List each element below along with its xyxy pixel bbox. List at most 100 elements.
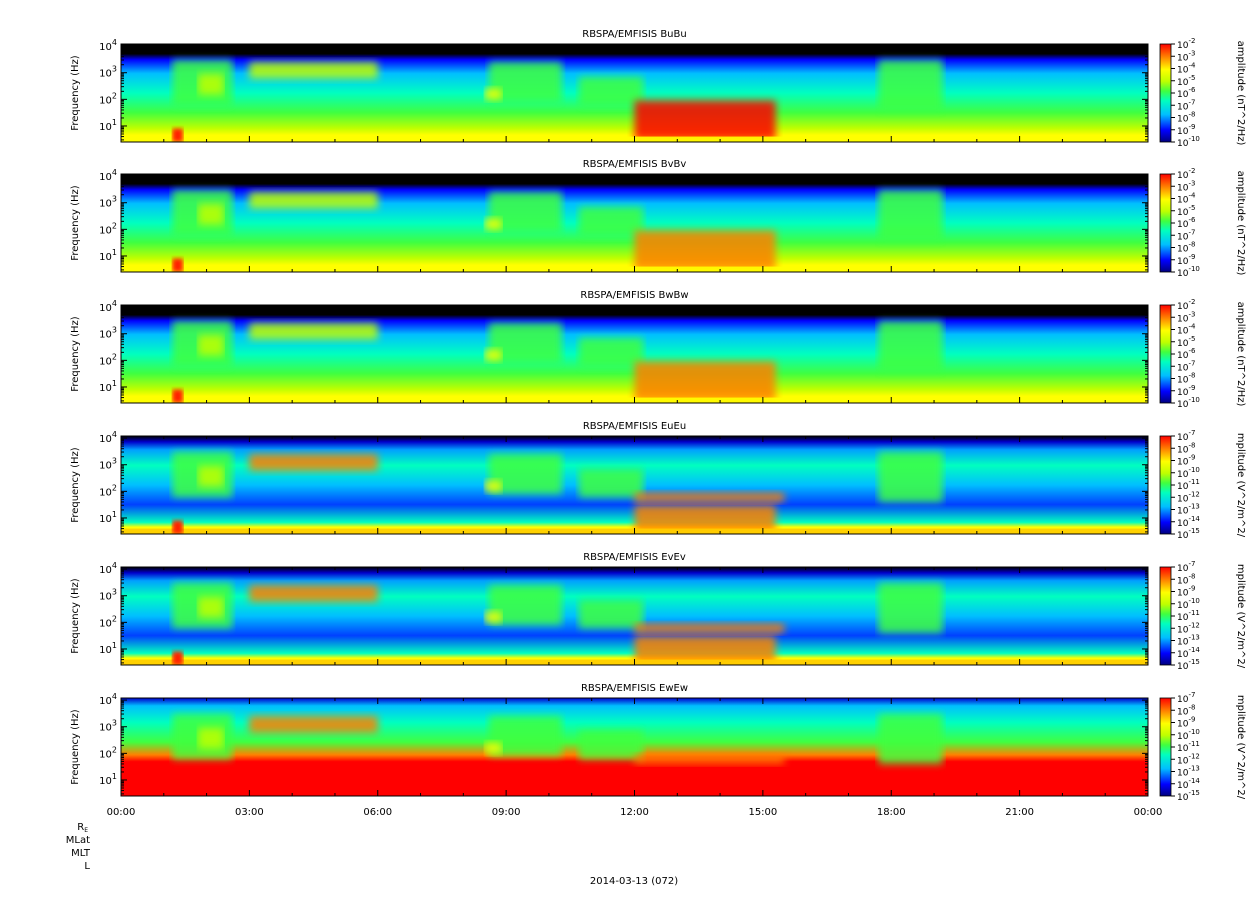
colorbar-scale — [1159, 697, 1172, 797]
colorbar-tick-label: 10-8 — [1177, 111, 1195, 125]
x-tick-label: 09:00 — [492, 807, 521, 818]
colorbar-tick-label: 10-4 — [1177, 192, 1196, 206]
y-tick-label: 103 — [99, 719, 117, 734]
y-tick-label: 104 — [99, 692, 117, 707]
y-axis-label: Frequency (Hz) — [70, 55, 81, 131]
colorbar-tick-label: 10-15 — [1177, 527, 1200, 541]
y-axis-label: Frequency (Hz) — [70, 709, 81, 785]
colorbar-tick-label: 10-9 — [1177, 253, 1195, 267]
x-tick-label: 15:00 — [748, 807, 777, 818]
time-axis: 00:00 03:00 06:00 09:00 12:00 15:00 18:00 21:00… — [107, 807, 1163, 818]
y-tick-label: 101 — [99, 248, 117, 263]
colorbar-tick-label: 10-7 — [1177, 228, 1195, 242]
x-tick-label: 03:00 — [235, 807, 264, 818]
y-tick-label: 101 — [99, 772, 117, 787]
colorbar-tick-label: 10-14 — [1177, 515, 1200, 529]
panel-title: RBSPA/EMFISIS BvBv — [583, 159, 687, 170]
colorbar-tick-label: 10-11 — [1177, 478, 1200, 492]
colorbar-tick-label: 10-8 — [1177, 241, 1195, 255]
panel-1: RBSPA/EMFISIS BuBu Frequency (Hz) 101 102 10… — [70, 29, 1246, 149]
date-label: 2014-03-13 (072) — [590, 876, 678, 887]
colorbar-tick-label: 10-2 — [1177, 167, 1195, 181]
panel-3: RBSPA/EMFISIS BwBw Frequency (Hz) 101 102 10… — [70, 290, 1246, 410]
spectrogram-image — [121, 174, 1148, 272]
colorbar-tick-label: 10-5 — [1177, 74, 1195, 88]
colorbar-scale — [1159, 304, 1172, 404]
colorbar-tick-label: 10-13 — [1177, 503, 1200, 517]
colorbar-tick-label: 10-9 — [1177, 585, 1195, 599]
colorbar-label: amplitude (nT^2/Hz) — [1235, 171, 1246, 276]
y-axis-label: Frequency (Hz) — [70, 185, 81, 261]
colorbar-tick-label: 10-4 — [1177, 62, 1196, 76]
colorbar-tick-label: 10-9 — [1177, 454, 1195, 468]
spectrogram-image — [121, 44, 1148, 142]
colorbar-tick-label: 10-14 — [1177, 646, 1200, 660]
panel-2: RBSPA/EMFISIS BvBv Frequency (Hz) 101 102 10… — [70, 159, 1246, 279]
colorbar-tick-label: 10-9 — [1177, 384, 1195, 398]
spectrogram-image — [121, 567, 1148, 665]
ephemeris-label-l: L — [84, 861, 90, 872]
colorbar-tick-label: 10-13 — [1177, 765, 1200, 779]
y-axis-label: Frequency (Hz) — [70, 316, 81, 392]
colorbar-tick-label: 10-10 — [1177, 396, 1200, 410]
colorbar: 10-210-310-410-510-610-710-810-910-10 amp… — [1159, 37, 1246, 149]
colorbar-tick-label: 10-15 — [1177, 658, 1200, 672]
y-tick-label: 102 — [99, 614, 117, 629]
colorbar-tick-label: 10-3 — [1177, 179, 1195, 193]
y-tick-label: 101 — [99, 510, 117, 525]
y-axis-label: Frequency (Hz) — [70, 447, 81, 523]
colorbar-tick-label: 10-5 — [1177, 335, 1195, 349]
colorbar-tick-label: 10-2 — [1177, 298, 1195, 312]
colorbar-tick-label: 10-9 — [1177, 123, 1195, 137]
colorbar-tick-label: 10-13 — [1177, 634, 1200, 648]
panel-6: RBSPA/EMFISIS EwEw Frequency (Hz) 101 102 10… — [70, 683, 1246, 803]
panel-title: RBSPA/EMFISIS BwBw — [580, 290, 688, 301]
y-tick-label: 101 — [99, 118, 117, 133]
y-tick-label: 102 — [99, 352, 117, 367]
colorbar-tick-label: 10-8 — [1177, 703, 1195, 717]
colorbar-tick-label: 10-12 — [1177, 752, 1200, 766]
colorbar-tick-label: 10-15 — [1177, 789, 1200, 803]
colorbar-label: mplitude (V^2/m^2/ — [1235, 695, 1246, 800]
panel-title: RBSPA/EMFISIS EuEu — [583, 421, 686, 432]
y-tick-label: 103 — [99, 195, 117, 210]
y-tick-label: 104 — [99, 168, 117, 183]
colorbar-scale — [1159, 43, 1172, 143]
colorbar-tick-label: 10-10 — [1177, 728, 1200, 742]
colorbar-label: mplitude (V^2/m^2/ — [1235, 433, 1246, 538]
colorbar: 10-210-310-410-510-610-710-810-910-10 amp… — [1159, 167, 1246, 279]
colorbar-tick-label: 10-6 — [1177, 86, 1196, 100]
colorbar-tick-label: 10-7 — [1177, 429, 1195, 443]
colorbar-tick-label: 10-9 — [1177, 716, 1195, 730]
spectrogram-image — [121, 698, 1148, 796]
colorbar-tick-label: 10-12 — [1177, 621, 1200, 635]
y-axis-label: Frequency (Hz) — [70, 578, 81, 654]
y-tick-label: 104 — [99, 561, 117, 576]
colorbar-tick-label: 10-7 — [1177, 691, 1195, 705]
colorbar-tick-label: 10-8 — [1177, 372, 1195, 386]
colorbar: 10-710-810-910-1010-1110-1210-1310-1410-… — [1159, 429, 1246, 541]
colorbar-tick-label: 10-11 — [1177, 740, 1200, 754]
spectrogram-image — [121, 305, 1148, 403]
y-tick-label: 102 — [99, 483, 117, 498]
colorbar-tick-label: 10-5 — [1177, 204, 1195, 218]
x-tick-label: 00:00 — [107, 807, 136, 818]
panel-title: RBSPA/EMFISIS EwEw — [581, 683, 688, 694]
colorbar-tick-label: 10-6 — [1177, 347, 1196, 361]
colorbar-tick-label: 10-12 — [1177, 490, 1200, 504]
y-tick-label: 103 — [99, 588, 117, 603]
colorbar-tick-label: 10-3 — [1177, 49, 1195, 63]
colorbar-tick-label: 10-11 — [1177, 609, 1200, 623]
colorbar-tick-label: 10-4 — [1177, 323, 1196, 337]
panel-title: RBSPA/EMFISIS EvEv — [583, 552, 686, 563]
colorbar-tick-label: 10-3 — [1177, 310, 1195, 324]
ephemeris-label-re: RE — [77, 822, 88, 834]
x-tick-label: 12:00 — [620, 807, 649, 818]
colorbar-scale — [1159, 566, 1172, 666]
x-tick-label: 06:00 — [363, 807, 392, 818]
colorbar-tick-label: 10-2 — [1177, 37, 1195, 51]
colorbar-label: amplitude (nT^2/Hz) — [1235, 41, 1246, 146]
x-tick-label: 21:00 — [1005, 807, 1034, 818]
colorbar-label: mplitude (V^2/m^2/ — [1235, 564, 1246, 669]
